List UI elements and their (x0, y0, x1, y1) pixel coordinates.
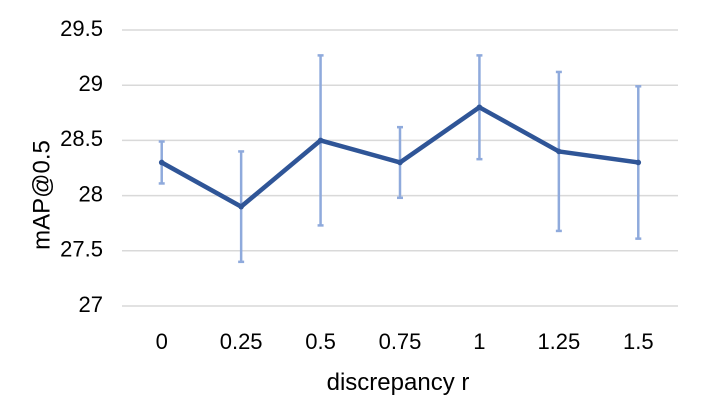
y-axis-label: mAP@0.5 (28, 140, 55, 250)
y-tick-label: 27 (79, 292, 103, 317)
x-tick-label: 0.5 (305, 329, 336, 354)
data-point (397, 159, 403, 166)
x-tick-label: 1.25 (537, 329, 580, 354)
y-tick-label: 28.5 (60, 126, 103, 151)
y-tick-label: 29 (79, 71, 103, 96)
x-tick-label: 1.5 (623, 329, 654, 354)
y-tick-label: 27.5 (60, 237, 103, 262)
data-point (158, 159, 165, 166)
data-point (238, 203, 244, 210)
error-bars (158, 54, 642, 264)
data-point (556, 148, 562, 155)
data-point (476, 104, 483, 111)
x-tick-label: 1 (473, 329, 485, 354)
data-point (635, 159, 642, 166)
x-tick-label: 0.25 (220, 329, 263, 354)
x-axis-label: discrepancy r (327, 369, 470, 396)
data-points (158, 104, 642, 210)
y-tick-label: 29.5 (60, 16, 103, 41)
y-tick-labels: 27 27.5 28 28.5 29 29.5 (60, 16, 103, 317)
x-tick-label: 0.75 (379, 329, 422, 354)
x-tick-label: 0 (156, 329, 168, 354)
data-point (317, 137, 324, 144)
y-tick-label: 28 (79, 181, 103, 206)
x-tick-labels: 0 0.25 0.5 0.75 1 1.25 1.5 (156, 329, 654, 354)
